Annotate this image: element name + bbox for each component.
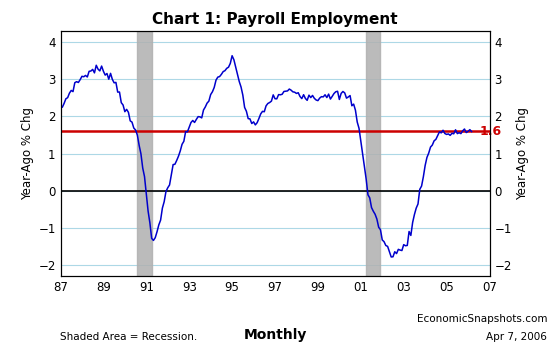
Text: Monthly: Monthly [243, 327, 307, 342]
Text: 1.6: 1.6 [480, 125, 502, 138]
Title: Chart 1: Payroll Employment: Chart 1: Payroll Employment [152, 12, 398, 27]
Text: Shaded Area = Recession.: Shaded Area = Recession. [60, 332, 198, 342]
Y-axis label: Year-Ago % Chg: Year-Ago % Chg [21, 107, 34, 200]
Text: Apr 7, 2006: Apr 7, 2006 [486, 332, 547, 342]
Bar [366, 31, 381, 276]
Bar [138, 31, 152, 276]
Text: EconomicSnapshots.com: EconomicSnapshots.com [417, 314, 547, 324]
Y-axis label: Year-Ago % Chg: Year-Ago % Chg [516, 107, 529, 200]
